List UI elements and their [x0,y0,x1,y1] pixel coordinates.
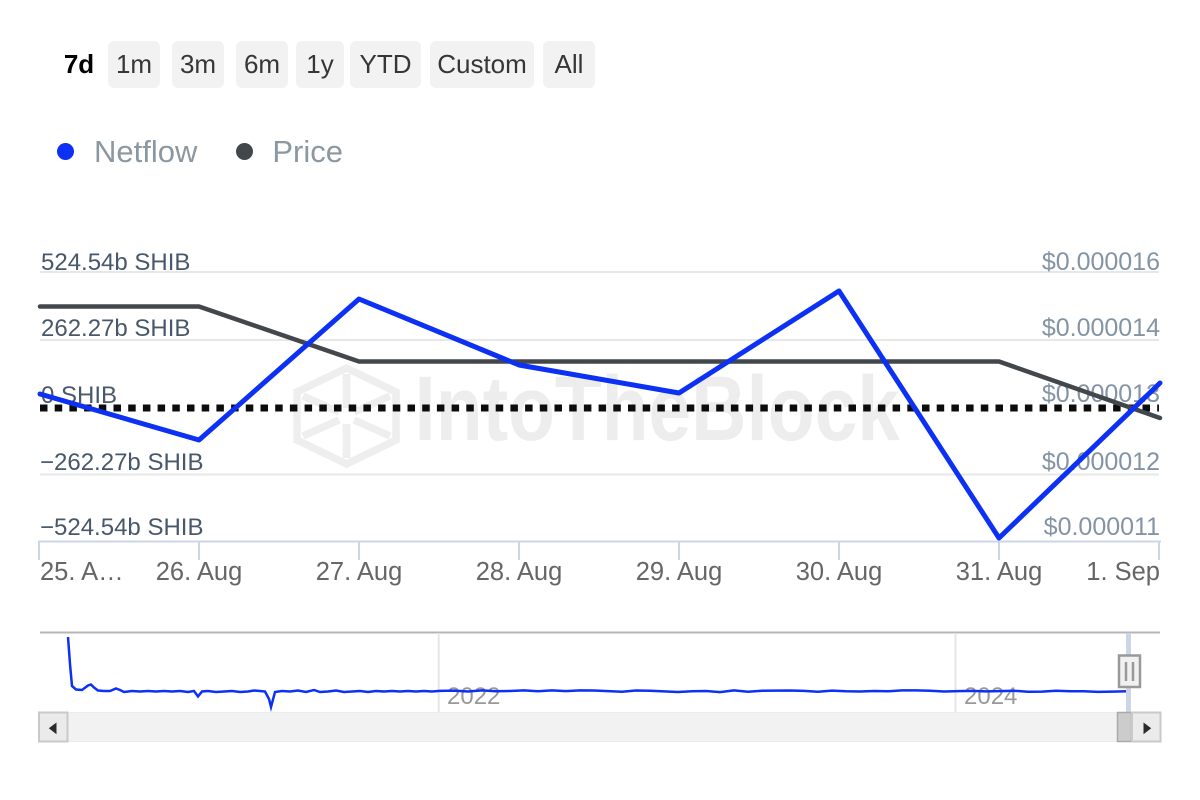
svg-text:$0.000016: $0.000016 [1042,248,1160,276]
svg-text:−262.27b SHIB: −262.27b SHIB [40,449,203,476]
svg-text:30. Aug: 30. Aug [796,558,883,586]
svg-text:524.54b SHIB: 524.54b SHIB [41,249,190,276]
svg-text:26. Aug: 26. Aug [156,558,243,586]
svg-text:262.27b SHIB: 262.27b SHIB [41,315,190,342]
svg-text:28. Aug: 28. Aug [476,558,563,586]
svg-text:29. Aug: 29. Aug [636,558,723,586]
svg-text:1. Sep: 1. Sep [1086,558,1160,586]
svg-text:25. A…: 25. A… [40,558,124,586]
svg-text:2022: 2022 [447,683,500,710]
svg-text:$0.000011: $0.000011 [1044,513,1160,541]
svg-text:$0.000012: $0.000012 [1042,448,1160,476]
svg-text:27. Aug: 27. Aug [316,558,403,586]
svg-text:$0.000014: $0.000014 [1042,314,1160,342]
svg-text:−524.54b SHIB: −524.54b SHIB [40,514,203,541]
svg-text:2024: 2024 [964,683,1017,710]
svg-text:31. Aug: 31. Aug [956,558,1043,586]
